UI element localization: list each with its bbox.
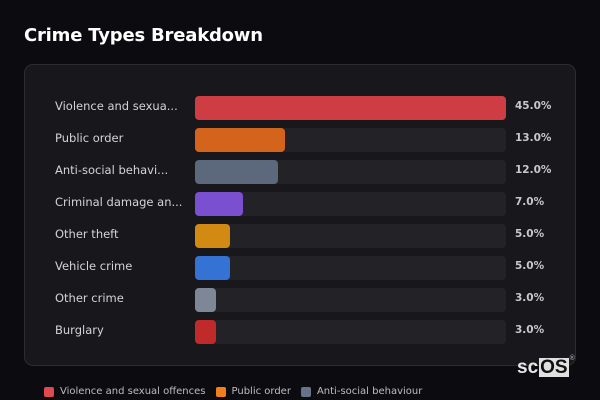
chart-card: Violence and sexua... 45.0% Public order 13… xyxy=(24,64,576,366)
scos-logo: sc OS ® xyxy=(517,355,575,378)
bar-row: Vehicle crime 5.0% xyxy=(25,256,575,280)
bar-track xyxy=(195,160,506,184)
bar-row: Violence and sexua... 45.0% xyxy=(25,96,575,120)
bar-value: 7.0% xyxy=(515,196,545,208)
registered-mark-icon: ® xyxy=(569,355,575,362)
chart-legend: Violence and sexual offences Public order… xyxy=(44,386,432,397)
legend-item[interactable]: Anti-social behaviour xyxy=(300,386,423,397)
bar-track xyxy=(195,288,506,312)
bar-row: Burglary 3.0% xyxy=(25,320,575,344)
legend-item[interactable]: Public order xyxy=(215,386,291,397)
legend-label: Violence and sexual offences xyxy=(60,386,206,397)
legend-label: Anti-social behaviour xyxy=(316,386,423,397)
bar-label: Vehicle crime xyxy=(55,259,133,273)
bar-value: 13.0% xyxy=(515,132,552,144)
bar-fill[interactable] xyxy=(195,192,243,216)
bar-value: 3.0% xyxy=(515,292,545,304)
bar-track xyxy=(195,192,506,216)
bar-row: Criminal damage an... 7.0% xyxy=(25,192,575,216)
bar-value: 3.0% xyxy=(515,324,545,336)
bar-track xyxy=(195,224,506,248)
bar-fill[interactable] xyxy=(195,320,216,344)
page-title: Crime Types Breakdown xyxy=(24,25,263,46)
bar-label: Violence and sexua... xyxy=(55,99,178,113)
bar-fill[interactable] xyxy=(195,96,506,120)
bar-value: 5.0% xyxy=(515,228,545,240)
bar-track xyxy=(195,128,506,152)
bar-fill[interactable] xyxy=(195,128,285,152)
bar-label: Public order xyxy=(55,131,124,145)
legend-label: Public order xyxy=(231,386,291,397)
bar-value: 12.0% xyxy=(515,164,552,176)
legend-swatch-icon xyxy=(215,386,226,397)
bar-value: 5.0% xyxy=(515,260,545,272)
bar-row: Anti-social behavi... 12.0% xyxy=(25,160,575,184)
bar-fill[interactable] xyxy=(195,160,278,184)
bar-track xyxy=(195,96,506,120)
bar-track xyxy=(195,256,506,280)
bar-value: 45.0% xyxy=(515,100,552,112)
bar-fill[interactable] xyxy=(195,224,230,248)
logo-prefix: sc xyxy=(517,357,539,378)
bar-label: Burglary xyxy=(55,323,104,337)
bar-row: Other crime 3.0% xyxy=(25,288,575,312)
legend-swatch-icon xyxy=(300,386,311,397)
bar-fill[interactable] xyxy=(195,256,230,280)
bar-label: Anti-social behavi... xyxy=(55,163,169,177)
legend-item[interactable]: Violence and sexual offences xyxy=(44,386,206,397)
bar-track xyxy=(195,320,506,344)
bar-label: Other theft xyxy=(55,227,119,241)
bar-row: Other theft 5.0% xyxy=(25,224,575,248)
legend-swatch-icon xyxy=(44,386,54,397)
bar-label: Other crime xyxy=(55,291,124,305)
bar-row: Public order 13.0% xyxy=(25,128,575,152)
bar-label: Criminal damage an... xyxy=(55,195,183,209)
bar-fill[interactable] xyxy=(195,288,216,312)
logo-boxed: OS xyxy=(539,357,569,378)
